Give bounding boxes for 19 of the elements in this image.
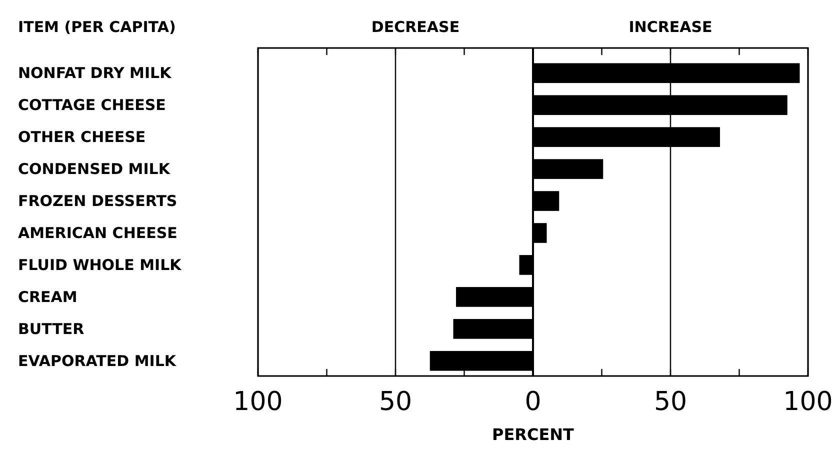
x-tick-label: 50 xyxy=(654,387,688,417)
y-tick-label: CONDENSED MILK xyxy=(18,160,172,178)
y-tick-label: AMERICAN CHEESE xyxy=(18,224,178,242)
x-tick-label: 100 xyxy=(233,387,283,417)
text: INCREASE xyxy=(628,18,712,36)
x-tick-label: 100 xyxy=(783,387,833,417)
x-axis-title: PERCENT xyxy=(492,425,574,444)
x-tick-label: 0 xyxy=(524,387,542,417)
y-tick-label: FROZEN DESSERTS xyxy=(18,192,178,210)
y-tick-label: BUTTER xyxy=(18,320,85,338)
text: ITEM (PER CAPITA) xyxy=(18,18,176,36)
y-tick-label: FLUID WHOLE MILK xyxy=(18,256,183,274)
x-tick-label: 50 xyxy=(378,387,412,417)
y-tick-label: NONFAT DRY MILK xyxy=(18,64,173,82)
text: DECREASE xyxy=(371,18,460,36)
y-tick-label: CREAM xyxy=(18,288,78,306)
y-tick-label: EVAPORATED MILK xyxy=(18,352,178,370)
y-tick-label: OTHER CHEESE xyxy=(18,128,146,146)
y-tick-label: COTTAGE CHEESE xyxy=(18,96,166,114)
